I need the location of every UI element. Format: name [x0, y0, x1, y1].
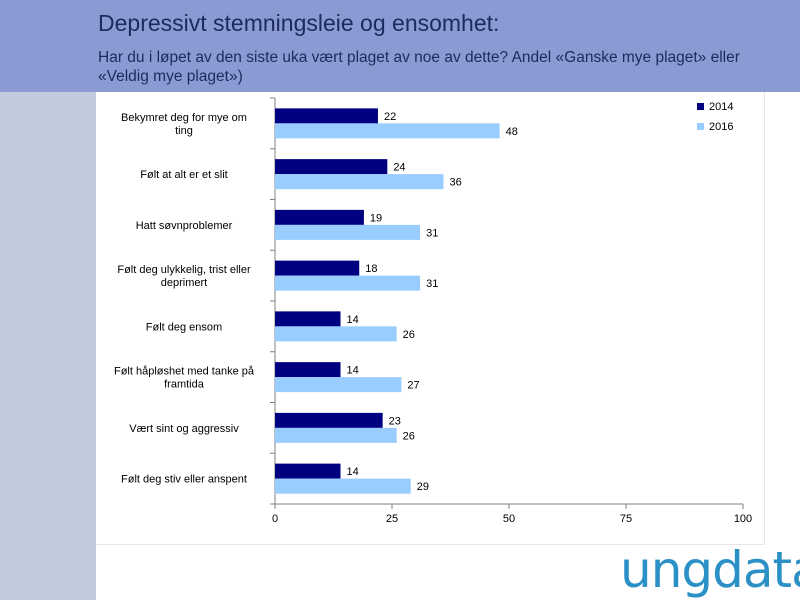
- category-label-line: deprimert: [161, 277, 207, 289]
- legend-label-2014: 2014: [709, 101, 733, 113]
- category-label-line: Følt at alt er et slit: [140, 169, 227, 181]
- category-label: Følt deg ulykkelig, trist eller deprimert: [117, 264, 251, 289]
- bar-2016: [275, 123, 500, 139]
- bar-2016: [275, 427, 397, 443]
- category-label-line: Følt håpløshet med tanke på: [114, 366, 255, 378]
- bar-2016: [275, 326, 397, 342]
- legend-swatch-2016: [697, 123, 704, 130]
- category-label-line: Følt deg ulykkelig, trist eller: [117, 264, 251, 276]
- x-tick-label: 75: [620, 513, 632, 525]
- bar-2016: [275, 377, 402, 393]
- bar-2014: [275, 260, 360, 276]
- data-label-2016: 27: [407, 380, 419, 392]
- category-label: Vært sint og aggressiv: [129, 423, 239, 435]
- bar-2014: [275, 159, 388, 175]
- page-title: Depressivt stemningsleie og ensomhet:: [98, 10, 500, 36]
- data-label-2016: 31: [426, 227, 438, 239]
- x-tick-label: 0: [272, 513, 278, 525]
- category-label: Følt at alt er et slit: [140, 169, 227, 181]
- category-label-line: Bekymret deg for mye om: [121, 112, 247, 124]
- data-label-2016: 36: [449, 177, 461, 189]
- bar-2014: [275, 311, 341, 327]
- bar-2014: [275, 209, 364, 225]
- x-tick-label: 100: [734, 513, 752, 525]
- bar-2016: [275, 224, 421, 240]
- bar-2016: [275, 478, 411, 494]
- category-label: Følt håpløshet med tanke på framtida: [114, 366, 255, 391]
- data-label-2016: 31: [426, 278, 438, 290]
- left-decorative-band: [0, 92, 96, 600]
- legend-label-2016: 2016: [709, 121, 733, 133]
- category-label-line: Følt deg ensom: [146, 321, 222, 333]
- category-label: Følt deg stiv eller anspent: [121, 474, 247, 486]
- page-subtitle: Har du i løpet av den siste uka vært pla…: [98, 49, 740, 85]
- data-label-2014: 24: [393, 162, 405, 174]
- data-label-2014: 14: [347, 365, 359, 377]
- bar-2016: [275, 174, 444, 190]
- bar-2014: [275, 108, 378, 124]
- category-label-line: ting: [175, 125, 193, 137]
- data-label-2016: 48: [506, 126, 518, 138]
- category-label-line: Hatt søvnproblemer: [136, 220, 233, 232]
- data-label-2014: 22: [384, 111, 396, 123]
- data-label-2014: 14: [347, 466, 359, 478]
- bar-2014: [275, 463, 341, 479]
- category-label: Bekymret deg for mye om ting: [121, 112, 247, 137]
- category-label-line: Følt deg stiv eller anspent: [121, 474, 247, 486]
- data-label-2014: 23: [389, 415, 401, 427]
- x-tick-label: 50: [503, 513, 515, 525]
- bar-2016: [275, 275, 421, 291]
- data-label-2016: 29: [417, 481, 429, 493]
- category-label: Hatt søvnproblemer: [136, 220, 233, 232]
- bar-chart: 0 25 50 75 100 22 48 Bekymret deg for mye om tin…: [114, 97, 752, 525]
- data-label-2014: 18: [365, 263, 377, 275]
- data-label-2014: 19: [370, 212, 382, 224]
- data-label-2016: 26: [403, 430, 415, 442]
- ungdata-logo: ungdata: [620, 541, 800, 599]
- chart-area: 0 25 50 75 100 22 48 Bekymret deg for mye om tin…: [96, 92, 765, 545]
- category-label-line: Vært sint og aggressiv: [129, 423, 239, 435]
- bar-2014: [275, 412, 383, 428]
- x-tick-label: 25: [386, 513, 398, 525]
- category-label: Følt deg ensom: [146, 321, 222, 333]
- header-bar: [0, 0, 800, 92]
- bar-2014: [275, 362, 341, 378]
- data-label-2016: 26: [403, 329, 415, 341]
- legend-swatch-2014: [697, 103, 704, 110]
- category-label-line: framtida: [164, 379, 205, 391]
- data-label-2014: 14: [347, 314, 359, 326]
